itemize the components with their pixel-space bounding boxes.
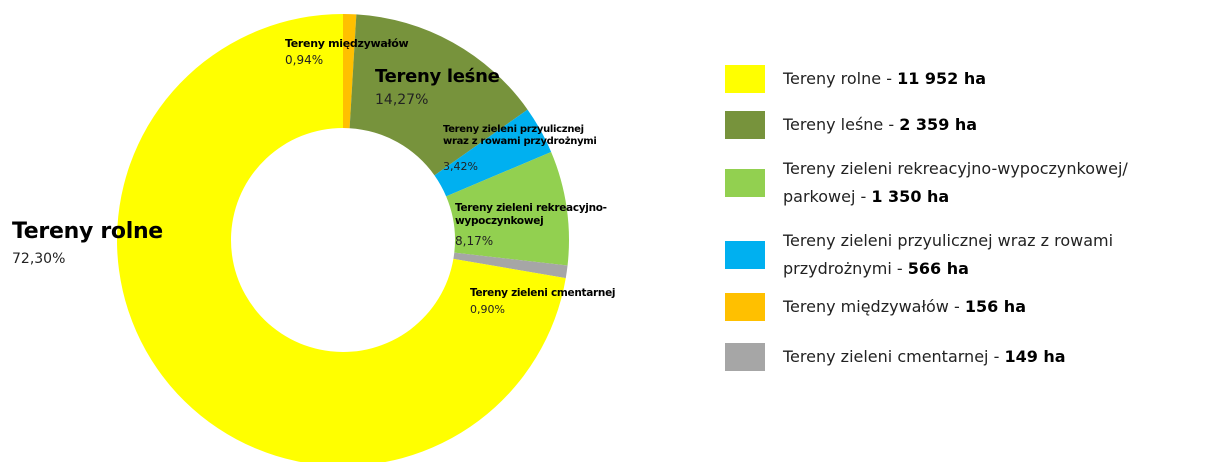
legend-swatch <box>725 169 765 197</box>
legend-entry: Tereny międzywałów - 156 ha <box>783 293 1026 321</box>
legend-swatch <box>725 343 765 371</box>
legend-swatch <box>725 65 765 93</box>
legend-value: 156 ha <box>964 297 1026 316</box>
slice-value: 72,30% <box>12 251 66 267</box>
legend-swatch <box>725 241 765 269</box>
slice <box>446 151 569 266</box>
legend-value: 149 ha <box>1004 347 1066 366</box>
legend-label: Tereny zieleni cmentarnej - <box>783 347 1005 366</box>
legend-value: 2 359 ha <box>899 115 978 134</box>
legend-label: Tereny leśne - <box>783 115 900 134</box>
legend-entry: Tereny rolne - 11 952 ha <box>783 65 986 93</box>
slice <box>343 14 357 129</box>
slice <box>349 14 528 176</box>
slice-label: Tereny rolne <box>12 219 163 244</box>
slice-label: Tereny leśne <box>375 66 500 87</box>
legend-swatch <box>725 111 765 139</box>
legend-label: Tereny międzywałów - <box>783 297 965 316</box>
legend-label: Tereny zieleni rekreacyjno-wypoczynkowej… <box>783 159 1128 206</box>
legend-value: 11 952 ha <box>897 69 987 88</box>
slice-value: 3,42% <box>443 160 478 173</box>
legend-entry: Tereny zieleni rekreacyjno-wypoczynkowej… <box>783 155 1128 211</box>
slice-value: 0,94% <box>285 53 324 67</box>
slice-label: Tereny zieleni przyulicznej wraz z rowam… <box>443 124 597 147</box>
slice <box>117 14 566 462</box>
legend-value: 1 350 ha <box>871 187 950 206</box>
slice-label: Tereny zieleni cmentarnej <box>470 287 616 299</box>
slice <box>453 252 568 279</box>
legend-entry: Tereny zieleni cmentarnej - 149 ha <box>783 343 1066 371</box>
legend-entry: Tereny leśne - 2 359 ha <box>783 111 977 139</box>
slice <box>434 109 552 197</box>
legend-swatch <box>725 293 765 321</box>
legend-value: 566 ha <box>907 259 969 278</box>
slice-value: 0,90% <box>470 303 505 316</box>
legend-label: Tereny rolne - <box>783 69 898 88</box>
slice-value: 14,27% <box>375 92 429 108</box>
legend-label: Tereny zieleni przyulicznej wraz z rowam… <box>783 231 1114 278</box>
slice-value: 8,17% <box>455 234 494 248</box>
legend-entry: Tereny zieleni przyulicznej wraz z rowam… <box>783 227 1113 283</box>
slice-label: Tereny międzywałów <box>285 37 409 50</box>
slice-label: Tereny zieleni rekreacyjno- wypoczynkowe… <box>455 202 607 227</box>
